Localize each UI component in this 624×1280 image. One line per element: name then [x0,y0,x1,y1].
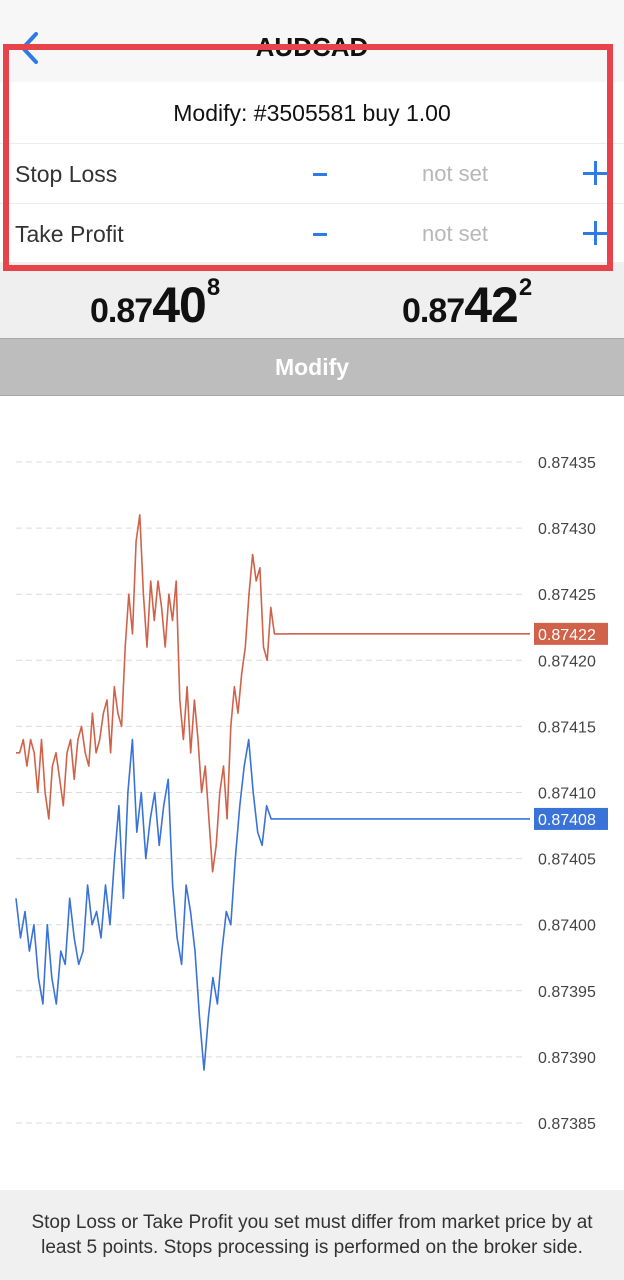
y-tick-label: 0.87435 [538,455,596,472]
stop-loss-label: Stop Loss [15,161,118,187]
page-title: AUDCAD [255,32,369,62]
current-price-tag [534,807,608,830]
footer-note-panel: Stop Loss or Take Profit you set must di… [0,1190,624,1280]
stop-loss-value[interactable]: not set [421,161,489,186]
current-price-tag [534,622,608,645]
bid-price[interactable]: 0.87408 [90,274,220,333]
y-tick-label: 0.87410 [538,786,596,803]
y-tick-label: 0.87425 [538,587,596,604]
current-price-label: 0.87422 [538,627,596,644]
modify-button[interactable]: Modify [0,338,624,396]
minus-icon [313,232,327,236]
navigation-bar: AUDCAD [0,0,624,83]
y-tick-label: 0.87420 [538,653,596,670]
take-profit-label: Take Profit [15,221,124,247]
take-profit-value[interactable]: not set [421,221,489,246]
y-tick-label: 0.87400 [538,918,596,935]
y-tick-label: 0.87385 [538,1116,596,1133]
current-price-label: 0.87408 [538,812,596,829]
stop-loss-decrease-button[interactable] [306,156,334,192]
minus-icon [313,172,327,176]
y-tick-label: 0.87405 [538,852,596,869]
y-tick-label: 0.87430 [538,521,596,538]
price-chart: 0.87435 0.87430 0.87425 0.87420 0.87415 0.874… [15,455,608,1133]
series-line [15,738,289,1071]
y-tick-label: 0.87415 [538,719,596,736]
take-profit-row: Take Profit not set [0,203,624,264]
ask-price[interactable]: 0.87422 [402,274,532,333]
modify-panel: Modify: #3505581 buy 1.00 Stop Loss not … [0,82,624,262]
y-tick-label: 0.87390 [538,1050,596,1067]
take-profit-increase-button[interactable] [580,219,610,249]
stop-loss-row: Stop Loss not set [0,143,624,204]
y-tick-label: 0.87395 [538,984,596,1001]
footer-note: Stop Loss or Take Profit you set must di… [31,1212,593,1258]
stop-loss-increase-button[interactable] [580,159,610,189]
take-profit-decrease-button[interactable] [306,216,334,252]
series-line [16,514,289,873]
modify-title: Modify: #3505581 buy 1.00 [173,100,451,126]
price-strip: 0.87408 0.87422 [0,262,624,338]
